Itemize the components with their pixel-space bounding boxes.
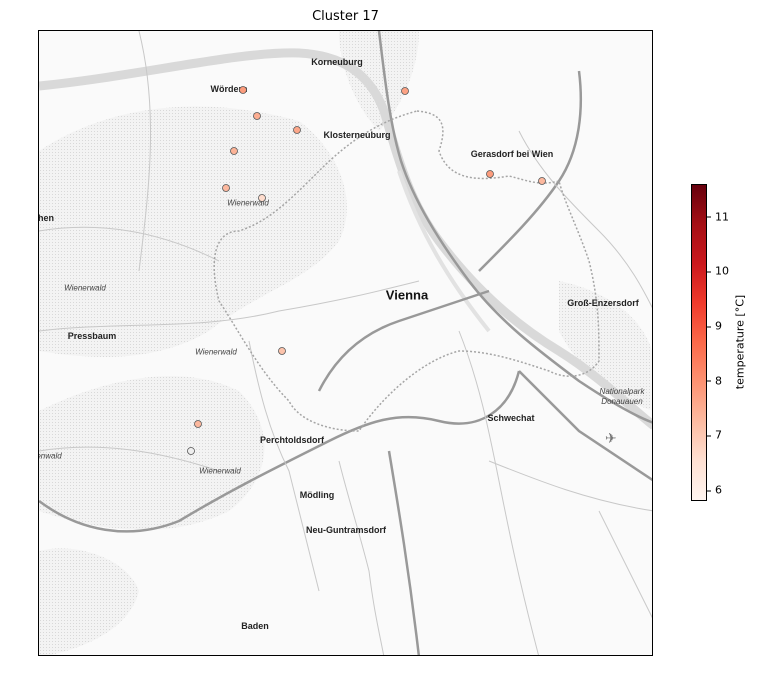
town-label-korneuburg: Korneuburg: [311, 57, 363, 67]
forest-area: [559, 281, 652, 411]
colorbar-tick: 8: [707, 374, 722, 387]
town-label-vienna: Vienna: [385, 287, 429, 303]
basemap[interactable]: Korneuburg Wördern Klosterneuburg Gerasd…: [38, 30, 653, 656]
colorbar-tick: 11: [707, 210, 729, 223]
area-label-wienerwald: Wienerwald: [199, 466, 241, 476]
town-label-neu-guntramsdorf: Neu-Guntramsdorf: [305, 525, 387, 535]
town-label-pressbaum: Pressbaum: [67, 331, 117, 341]
colorbar: [691, 184, 707, 501]
colorbar-tick: 7: [707, 429, 722, 442]
map-title: Cluster 17: [312, 9, 379, 24]
colorbar-ticks: 6 7 8 9 10 11: [707, 184, 747, 501]
area-label-nationalpark: Nationalpark Donauauen: [599, 387, 645, 406]
danube-river: [39, 48, 652, 430]
town-label-schwechat: Schwechat: [487, 413, 535, 423]
motorway: [377, 31, 652, 424]
area-label-wienerwald: Wienerwald: [64, 283, 106, 293]
town-label-klosterneuburg: Klosterneuburg: [323, 130, 391, 140]
airport-icon: ✈: [605, 431, 617, 447]
basemap-layer: [39, 31, 652, 655]
motorway: [478, 70, 583, 272]
motorway: [39, 370, 521, 533]
forest-area: [39, 106, 347, 357]
colorbar-label: temperature [°C]: [733, 294, 747, 390]
town-label-modling: Mödling: [299, 490, 335, 500]
area-label-wienerwald: Wienerwald: [195, 347, 237, 357]
town-label-baden: Baden: [241, 621, 269, 631]
area-label-wienerwald: Wienerwald: [227, 198, 269, 208]
city-boundary: [213, 110, 600, 432]
colorbar-tick: 9: [707, 320, 722, 333]
town-label-perchtoldsdorf: Perchtoldsdorf: [259, 435, 325, 445]
town-label-gerasdorf: Gerasdorf bei Wien: [470, 149, 554, 159]
motorway: [317, 289, 490, 392]
motorway: [518, 370, 652, 482]
danube-canal: [397, 170, 491, 333]
colorbar-tick: 10: [707, 265, 729, 278]
colorbar-tick: 6: [707, 484, 722, 497]
town-label-gross-enzersdorf: Groß-Enzersdorf: [567, 298, 639, 308]
town-label-wordern: Wördern: [210, 84, 248, 94]
forest-area: [39, 548, 139, 655]
motorway: [387, 450, 421, 655]
area-label-west-edge: enwald: [38, 451, 62, 461]
forest-area: [339, 31, 419, 131]
town-label-west-edge: hen: [38, 213, 55, 223]
